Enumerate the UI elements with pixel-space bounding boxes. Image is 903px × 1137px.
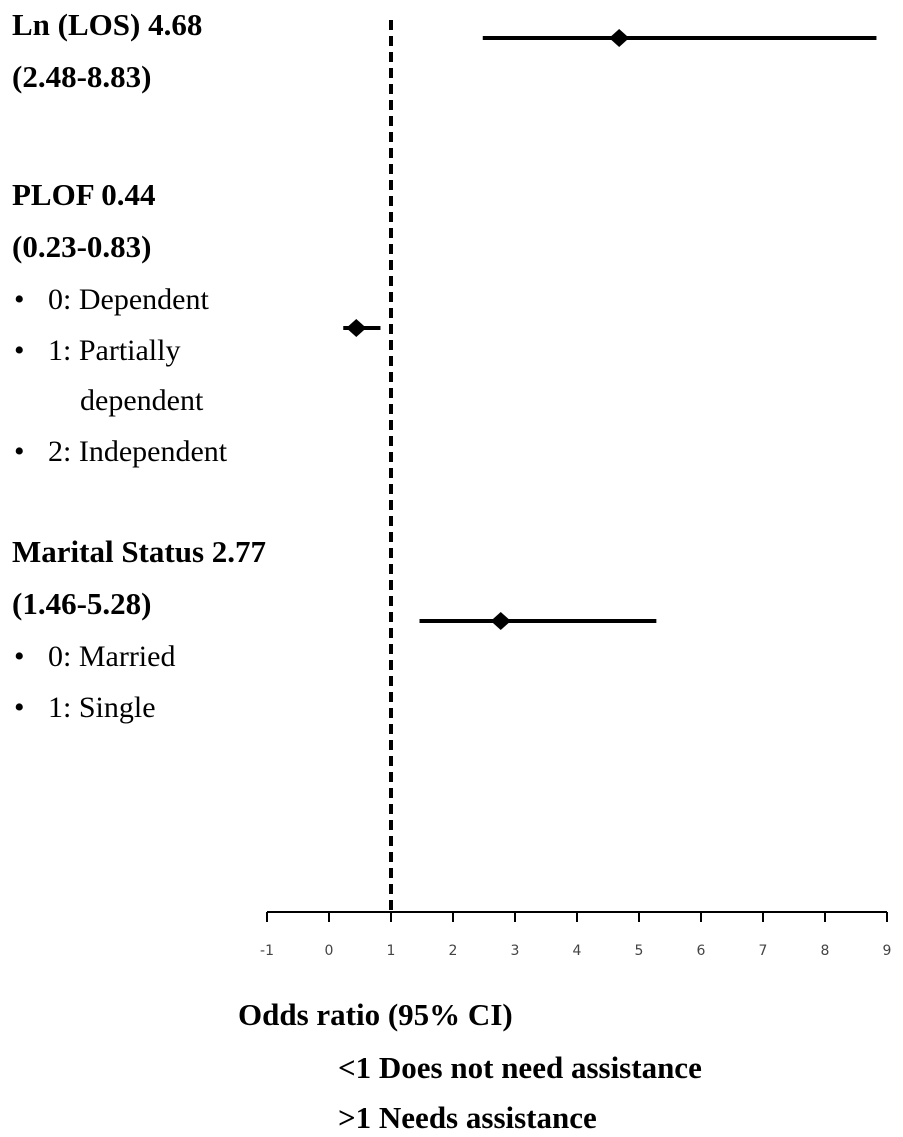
note: 1: Partially: [48, 334, 180, 367]
row-label: Ln (LOS) 4.68: [12, 7, 202, 42]
row-label: PLOF 0.44: [12, 177, 156, 212]
estimate-marker: [346, 319, 367, 337]
x-tick-label: -1: [260, 943, 274, 959]
estimate-marker: [609, 29, 630, 47]
row-ci-label: (2.48-8.83): [12, 59, 151, 94]
row-label: Marital Status 2.77: [12, 534, 266, 569]
x-axis-label: Odds ratio (95% CI): [238, 997, 513, 1032]
annotation: <1 Does not need assistance: [338, 1050, 702, 1085]
bullet: •: [14, 640, 25, 673]
bullet: •: [14, 435, 25, 468]
row-ci-label: (1.46-5.28): [12, 586, 151, 621]
bullet: •: [14, 691, 25, 724]
row-ci-label: (0.23-0.83): [12, 229, 151, 264]
x-tick-label: 9: [883, 943, 892, 959]
x-tick-label: 7: [759, 943, 768, 959]
annotation: >1 Needs assistance: [338, 1100, 597, 1135]
bullet: •: [14, 334, 25, 367]
x-tick-label: 8: [821, 943, 830, 959]
x-tick-label: 6: [697, 943, 706, 959]
x-tick-label: 3: [511, 943, 520, 959]
x-tick-label: 4: [573, 943, 582, 959]
note: 1: Single: [48, 691, 156, 724]
x-tick-label: 1: [387, 943, 396, 959]
x-tick-label: 5: [635, 943, 644, 959]
note: dependent: [80, 384, 204, 417]
x-tick-label: 0: [325, 943, 334, 959]
note: 2: Independent: [48, 435, 228, 468]
note: 0: Married: [48, 640, 175, 673]
bullet: •: [14, 283, 25, 316]
note: 0: Dependent: [48, 283, 209, 316]
x-tick-label: 2: [449, 943, 458, 959]
estimate-marker: [490, 612, 511, 630]
